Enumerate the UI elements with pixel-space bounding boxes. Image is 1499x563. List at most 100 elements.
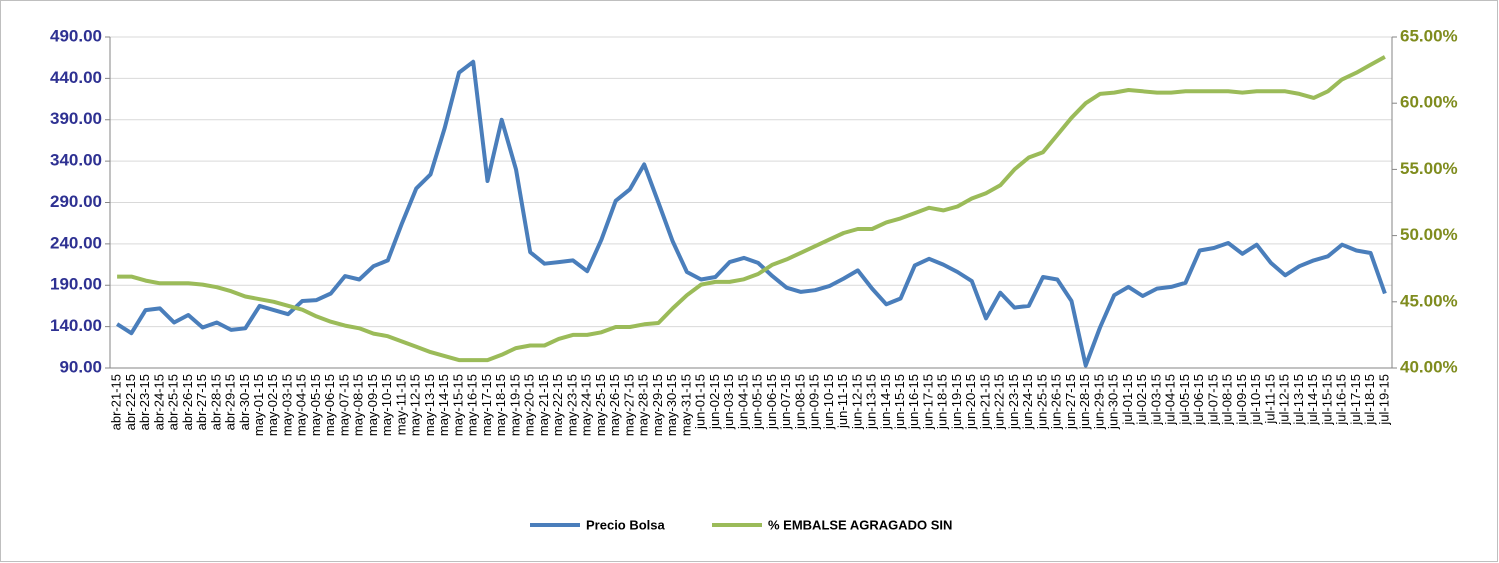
x-tick-label: abr-22-15 xyxy=(123,374,138,430)
x-tick-label: jul-19-15 xyxy=(1376,374,1391,426)
x-tick-label: jun-28-15 xyxy=(1077,374,1092,430)
y2-tick-label: 40.00% xyxy=(1400,357,1458,376)
x-tick-label: jun-03-15 xyxy=(721,374,736,430)
y2-tick-label: 50.00% xyxy=(1400,225,1458,244)
x-tick-label: may-17-15 xyxy=(479,374,494,436)
x-tick-label: abr-26-15 xyxy=(180,374,195,430)
x-tick-label: may-19-15 xyxy=(507,374,522,436)
x-tick-label: jun-14-15 xyxy=(878,374,893,430)
x-tick-label: jun-17-15 xyxy=(920,374,935,430)
x-tick-label: jul-01-15 xyxy=(1120,374,1135,426)
x-tick-label: may-04-15 xyxy=(294,374,309,436)
x-tick-label: jul-16-15 xyxy=(1334,374,1349,426)
y-tick-label: 90.00 xyxy=(59,357,102,376)
x-tick-label: jun-22-15 xyxy=(992,374,1007,430)
x-tick-label: may-22-15 xyxy=(550,374,565,436)
x-tick-label: jul-11-15 xyxy=(1262,374,1277,425)
x-tick-label: may-26-15 xyxy=(607,374,622,436)
x-tick-label: may-12-15 xyxy=(408,374,423,436)
x-tick-label: jun-06-15 xyxy=(764,374,779,430)
x-tick-label: jul-02-15 xyxy=(1134,374,1149,426)
x-tick-label: jul-14-15 xyxy=(1305,374,1320,426)
y-tick-label: 290.00 xyxy=(50,192,102,211)
y-tick-label: 390.00 xyxy=(50,109,102,128)
x-tick-label: may-01-15 xyxy=(251,374,266,436)
x-tick-label: jun-15-15 xyxy=(892,374,907,430)
x-tick-label: jun-11-15 xyxy=(835,374,850,429)
x-tick-label: jun-02-15 xyxy=(707,374,722,430)
x-tick-label: jun-10-15 xyxy=(821,374,836,430)
x-tick-label: jul-17-15 xyxy=(1348,374,1363,426)
x-tick-label: may-29-15 xyxy=(650,374,665,436)
x-tick-label: may-05-15 xyxy=(308,374,323,436)
legend-label: Precio Bolsa xyxy=(586,517,666,532)
x-tick-label: may-18-15 xyxy=(493,374,508,436)
x-tick-label: jul-10-15 xyxy=(1248,374,1263,426)
x-tick-label: abr-25-15 xyxy=(166,374,181,430)
x-tick-label: jul-07-15 xyxy=(1205,374,1220,426)
x-tick-label: may-03-15 xyxy=(279,374,294,436)
x-tick-label: may-08-15 xyxy=(351,374,366,436)
x-tick-label: may-30-15 xyxy=(664,374,679,436)
y-tick-label: 190.00 xyxy=(50,275,102,294)
y2-tick-label: 65.00% xyxy=(1400,26,1458,45)
x-tick-label: jun-16-15 xyxy=(906,374,921,430)
x-tick-label: jul-04-15 xyxy=(1163,374,1178,426)
x-tick-label: may-09-15 xyxy=(365,374,380,436)
y-tick-label: 340.00 xyxy=(50,151,102,170)
x-tick-label: may-16-15 xyxy=(465,374,480,436)
x-tick-label: jun-24-15 xyxy=(1020,374,1035,430)
x-tick-label: jun-08-15 xyxy=(792,374,807,430)
x-tick-label: may-07-15 xyxy=(336,374,351,436)
x-tick-label: jun-07-15 xyxy=(778,374,793,430)
legend-label: % EMBALSE AGRAGADO SIN xyxy=(768,517,952,532)
x-tick-label: abr-27-15 xyxy=(194,374,209,430)
x-tick-label: abr-24-15 xyxy=(151,374,166,430)
x-tick-label: jul-18-15 xyxy=(1362,374,1377,426)
x-tick-label: jul-08-15 xyxy=(1220,374,1235,426)
x-tick-label: may-10-15 xyxy=(379,374,394,436)
x-tick-label: jun-29-15 xyxy=(1091,374,1106,430)
x-tick-label: jun-09-15 xyxy=(807,374,822,430)
x-tick-label: may-15-15 xyxy=(450,374,465,436)
x-tick-label: abr-29-15 xyxy=(223,374,238,430)
x-tick-label: jun-23-15 xyxy=(1006,374,1021,430)
x-tick-label: abr-21-15 xyxy=(109,374,124,430)
x-tick-label: may-25-15 xyxy=(593,374,608,436)
x-tick-label: may-13-15 xyxy=(422,374,437,436)
x-tick-label: may-31-15 xyxy=(678,374,693,436)
x-tick-label: jun-20-15 xyxy=(963,374,978,430)
series-line xyxy=(117,55,1386,363)
y-tick-label: 140.00 xyxy=(50,316,102,335)
x-tick-label: abr-28-15 xyxy=(208,374,223,430)
y-tick-label: 440.00 xyxy=(50,68,102,87)
series-line xyxy=(116,59,1387,368)
x-tick-label: abr-30-15 xyxy=(237,374,252,430)
x-tick-label: jun-21-15 xyxy=(977,374,992,430)
x-tick-label: jun-13-15 xyxy=(864,374,879,430)
x-tick-label: jul-12-15 xyxy=(1277,374,1292,426)
x-tick-label: jul-05-15 xyxy=(1177,374,1192,426)
x-tick-label: may-06-15 xyxy=(322,374,337,436)
x-tick-label: jun-18-15 xyxy=(935,374,950,430)
y2-tick-label: 55.00% xyxy=(1400,159,1458,178)
x-tick-label: may-21-15 xyxy=(536,374,551,436)
x-tick-label: jun-12-15 xyxy=(849,374,864,430)
x-tick-label: jun-01-15 xyxy=(693,374,708,430)
x-tick-label: jul-15-15 xyxy=(1319,374,1334,426)
x-tick-label: jul-03-15 xyxy=(1148,374,1163,426)
y-tick-label: 490.00 xyxy=(50,26,102,45)
x-tick-label: jun-04-15 xyxy=(735,374,750,430)
x-tick-label: jul-13-15 xyxy=(1291,374,1306,426)
y-tick-label: 240.00 xyxy=(50,233,102,252)
x-tick-label: may-27-15 xyxy=(621,374,636,436)
x-tick-label: abr-23-15 xyxy=(137,374,152,430)
y2-tick-label: 60.00% xyxy=(1400,93,1458,112)
x-tick-label: jun-05-15 xyxy=(750,374,765,430)
x-tick-label: jun-27-15 xyxy=(1063,374,1078,430)
x-tick-label: jun-26-15 xyxy=(1049,374,1064,430)
y2-tick-label: 45.00% xyxy=(1400,291,1458,310)
x-tick-label: may-11-15 xyxy=(393,374,408,435)
